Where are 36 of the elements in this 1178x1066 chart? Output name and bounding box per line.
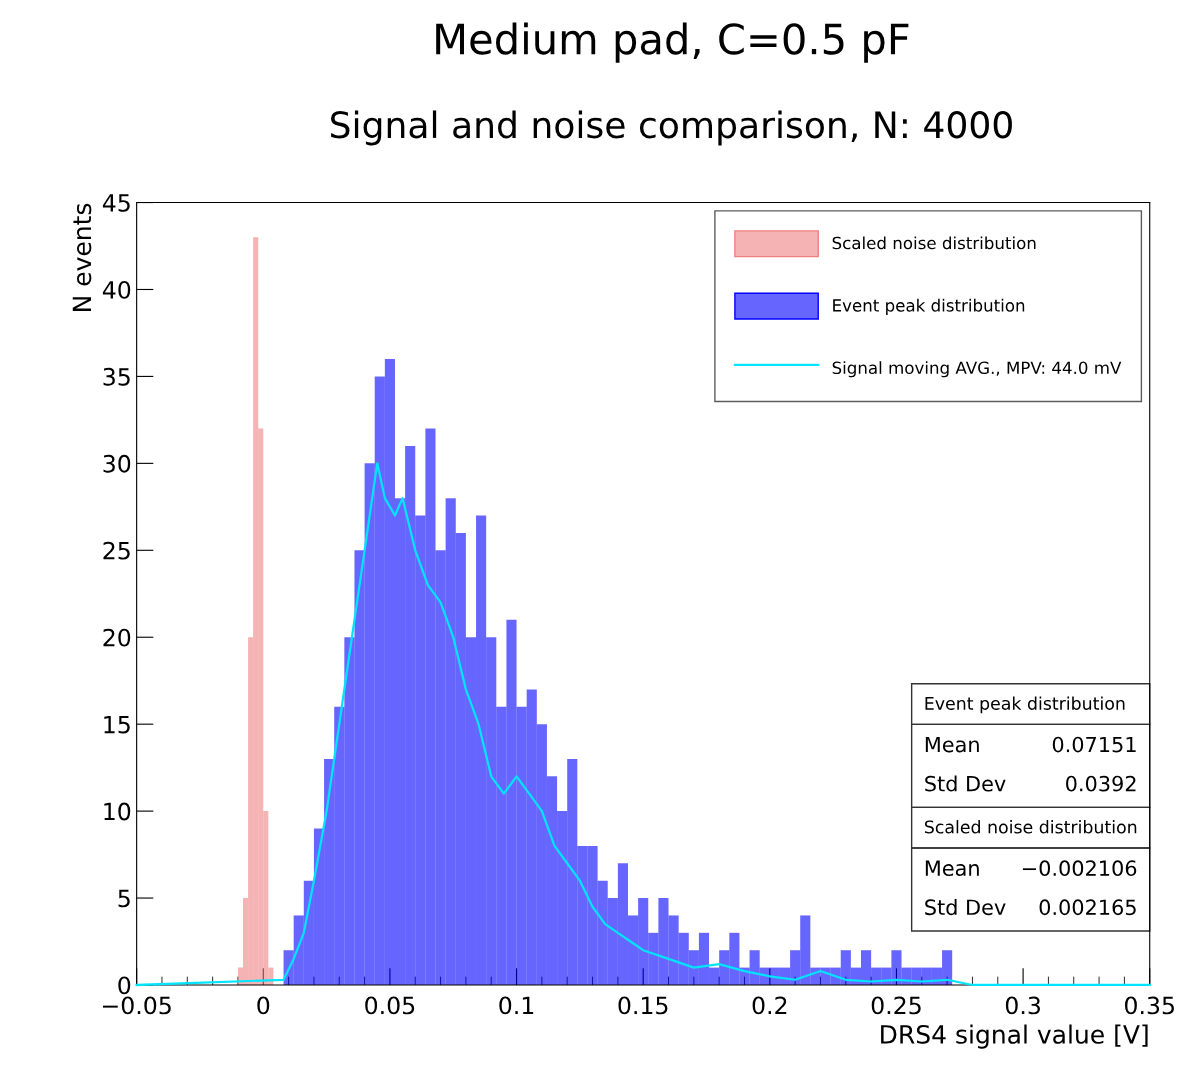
x-tick-label: 0.1 (499, 996, 534, 1015)
x-tick-label: −0.05 (102, 996, 171, 1015)
x-tick-label: 0 (257, 996, 270, 1015)
y-tick-label: 0 (118, 976, 131, 995)
y-axis-title: N events (72, 203, 92, 311)
annotation: 0.0392 (1066, 775, 1136, 792)
annotation: 0.07151 (1052, 736, 1136, 753)
y-tick-label: 45 (102, 194, 130, 212)
x-tick-label: 0.25 (871, 996, 921, 1015)
y-tick-label: 5 (118, 889, 130, 908)
y-tick-label: 35 (103, 367, 130, 386)
legend-label: Scaled noise distribution (832, 236, 1036, 250)
x-tick-label: 0.05 (365, 996, 415, 1015)
annotation: Event peak distribution (925, 696, 1125, 714)
chart-subtitle: Signal and noise comparison, N: 4000 (330, 110, 1012, 146)
x-tick-label: 0.3 (1005, 996, 1040, 1015)
y-tick-label: 40 (102, 280, 131, 299)
y-tick-label: 10 (104, 802, 131, 821)
x-axis-title: DRS4 signal value [V] (881, 1024, 1148, 1049)
y-tick-label: 15 (104, 715, 130, 734)
legend-label: Event peak distribution (833, 298, 1025, 315)
annotation: −0.002106 (1022, 860, 1137, 877)
annotation: Std Dev (925, 775, 1006, 792)
annotation: Mean (925, 860, 979, 877)
x-tick-label: 0.15 (618, 996, 668, 1015)
annotation: Mean (925, 736, 979, 753)
y-tick-label: 30 (103, 454, 131, 473)
x-tick-label: 0.35 (1125, 996, 1174, 1015)
legend-label: Signal moving AVG., MPV: 44.0 mV (832, 361, 1122, 378)
annotation: Std Dev (925, 899, 1006, 916)
x-tick-label: 0.2 (752, 996, 787, 1015)
y-tick-label: 20 (103, 628, 131, 647)
annotation: 0.002165 (1039, 899, 1136, 916)
y-tick-label: 25 (103, 541, 130, 560)
annotation: Scaled noise distribution (924, 820, 1137, 834)
chart-title: Medium pad, C=0.5 pF (436, 22, 909, 63)
